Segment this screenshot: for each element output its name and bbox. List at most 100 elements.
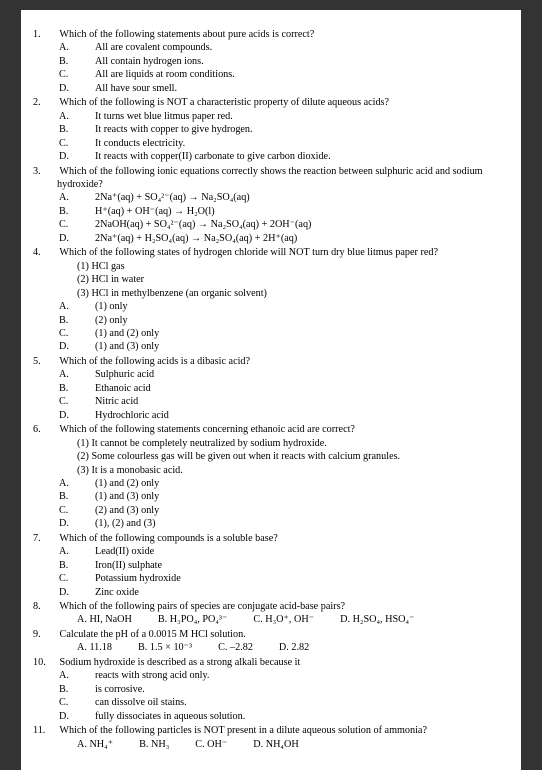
option: B.All contain hydrogen ions. (77, 55, 497, 68)
option: C.Nitric acid (77, 395, 497, 408)
question-stem: Which of the following statements about … (57, 29, 314, 40)
option-letter: A. (77, 368, 95, 381)
option-text: H₃O⁺, OH⁻ (265, 614, 314, 625)
sub-item: (2) HCl in water (77, 273, 497, 286)
option-letter: C. (77, 572, 95, 585)
option-text: is corrosive. (95, 684, 145, 695)
option-text: 11.18 (89, 642, 112, 653)
option-text: (1) only (95, 301, 128, 312)
inline-options: A. HI, NaOHB. H₃PO₄, PO₄³⁻C. H₃O⁺, OH⁻D.… (45, 613, 497, 626)
sub-item: (2) Some colourless gas will be given ou… (77, 450, 497, 463)
inline-option: D. 2.82 (279, 641, 309, 654)
option: B.(1) and (3) only (77, 490, 497, 503)
question-stem: Which of the following particles is NOT … (57, 725, 427, 736)
option-text: (2) and (3) only (95, 505, 159, 516)
option-text: 1.5 × 10⁻³ (150, 642, 192, 653)
option: A.reacts with strong acid only. (77, 669, 497, 682)
sub-items: (1) It cannot be completely neutralized … (45, 437, 497, 477)
inline-option: D. NH₄OH (253, 738, 298, 751)
option-letter: B. (77, 490, 95, 503)
option-text: All are covalent compounds. (95, 42, 212, 53)
option: C.Potassium hydroxide (77, 572, 497, 585)
option-text: (1) and (2) only (95, 328, 159, 339)
option: A.2Na⁺(aq) + SO₄²⁻(aq) → Na₂SO₄(aq) (77, 191, 497, 204)
question-text: 5. Which of the following acids is a dib… (45, 355, 497, 368)
option-letter: D. (77, 586, 95, 599)
option-letter: D. (77, 517, 95, 530)
question-stem: Sodium hydroxide is described as a stron… (57, 657, 300, 668)
option-letter: A. (77, 642, 89, 653)
option-letter: B. (77, 683, 95, 696)
option-letter: D. (340, 614, 352, 625)
sub-item-text: HCl in methylbenzene (an organic solvent… (89, 288, 267, 299)
sub-item-text: HCl gas (89, 261, 125, 272)
sub-item-text: HCl in water (89, 274, 144, 285)
sub-item: (1) HCl gas (77, 260, 497, 273)
sub-item: (3) HCl in methylbenzene (an organic sol… (77, 287, 497, 300)
option: C.All are liquids at room conditions. (77, 68, 497, 81)
question-number: 11. (45, 724, 57, 737)
question: 2. Which of the following is NOT a chara… (45, 96, 497, 163)
option-letter: C. (195, 739, 207, 750)
option-text: (2) only (95, 315, 128, 326)
option-text: It turns wet blue litmus paper red. (95, 111, 233, 122)
options: A.(1) and (2) onlyB.(1) and (3) onlyC.(2… (45, 477, 497, 531)
option: D.(1) and (3) only (77, 340, 497, 353)
question-text: 2. Which of the following is NOT a chara… (45, 96, 497, 109)
option-text: All have sour smell. (95, 83, 177, 94)
inline-option: A. NH₄⁺ (77, 738, 113, 751)
option-text: H₃PO₄, PO₄³⁻ (170, 614, 228, 625)
option-text: Lead(II) oxide (95, 546, 154, 557)
option-letter: C. (77, 137, 95, 150)
inline-option: C. –2.82 (218, 641, 253, 654)
option-letter: B. (138, 642, 150, 653)
sub-item-label: (2) (77, 274, 89, 285)
question-stem: Which of the following is NOT a characte… (57, 97, 389, 108)
option-text: 2NaOH(aq) + SO₄²⁻(aq) → Na₂SO₄(aq) + 2OH… (95, 219, 311, 230)
option: C.(1) and (2) only (77, 327, 497, 340)
option-letter: A. (77, 477, 95, 490)
sub-item-text: Some colourless gas will be given out wh… (89, 451, 400, 462)
exam-page: 1. Which of the following statements abo… (21, 10, 521, 770)
option: A.(1) and (2) only (77, 477, 497, 490)
option: C.It conducts electricity. (77, 137, 497, 150)
option-text: Hydrochloric acid (95, 410, 169, 421)
option: A.Lead(II) oxide (77, 545, 497, 558)
question-text: 1. Which of the following statements abo… (45, 28, 497, 41)
option-text: H₂SO₄, HSO₄⁻ (353, 614, 415, 625)
option-text: fully dissociates in aqueous solution. (95, 711, 245, 722)
options: A.reacts with strong acid only.B.is corr… (45, 669, 497, 723)
option: B.(2) only (77, 314, 497, 327)
question-text: 9. Calculate the pH of a 0.0015 M HCl so… (45, 628, 497, 641)
question-text: 6. Which of the following statements con… (45, 423, 497, 436)
option-letter: D. (77, 409, 95, 422)
question-stem: Calculate the pH of a 0.0015 M HCl solut… (57, 629, 246, 640)
options: A.(1) onlyB.(2) onlyC.(1) and (2) onlyD.… (45, 300, 497, 354)
option-letter: D. (253, 739, 265, 750)
option-letter: C. (77, 327, 95, 340)
option-letter: B. (77, 123, 95, 136)
question-stem: Which of the following statements concer… (57, 424, 355, 435)
sub-item-text: It cannot be completely neutralized by s… (89, 438, 327, 449)
question: 1. Which of the following statements abo… (45, 28, 497, 95)
option-letter: C. (77, 68, 95, 81)
option: B.is corrosive. (77, 683, 497, 696)
option: D.fully dissociates in aqueous solution. (77, 710, 497, 723)
option-text: 2Na⁺(aq) + SO₄²⁻(aq) → Na₂SO₄(aq) (95, 192, 250, 203)
option-letter: A. (77, 739, 89, 750)
option-text: 2.82 (291, 642, 309, 653)
question-stem: Which of the following ionic equations c… (57, 166, 483, 190)
option-letter: C. (77, 395, 95, 408)
option-letter: C. (253, 614, 265, 625)
question-text: 4. Which of the following states of hydr… (45, 246, 497, 259)
option-text: Potassium hydroxide (95, 573, 181, 584)
question-stem: Which of the following compounds is a so… (57, 533, 278, 544)
question-stem: Which of the following states of hydroge… (57, 247, 438, 258)
option-letter: A. (77, 614, 89, 625)
question: 4. Which of the following states of hydr… (45, 246, 497, 354)
inline-option: A. HI, NaOH (77, 613, 132, 626)
option-letter: B. (77, 559, 95, 572)
question-number: 8. (45, 600, 57, 613)
option-text: (1) and (3) only (95, 491, 159, 502)
option: A.(1) only (77, 300, 497, 313)
